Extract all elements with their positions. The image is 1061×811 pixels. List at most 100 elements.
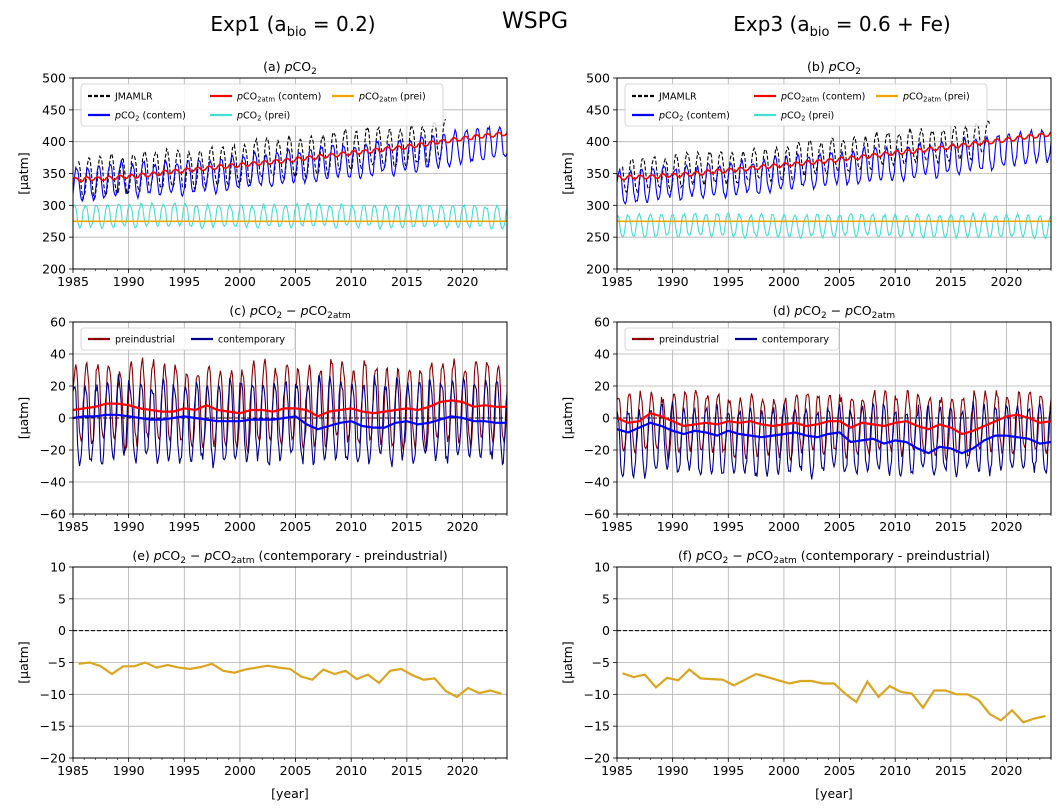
legend-label-pco2-prei-: pCO2 (prei) — [236, 111, 290, 123]
y-tick-label: 20 — [594, 379, 610, 394]
series-pco2atm-contem- — [73, 131, 507, 183]
x-tick-label: 2015 — [391, 274, 423, 289]
legend: JMAMLR pCO2 (contem) pCO2atm (contem) pCO2 … — [80, 83, 444, 127]
y-tick-label: 400 — [42, 134, 66, 149]
x-axis-label: [year] — [271, 786, 309, 801]
x-tick-label: 1985 — [57, 763, 89, 778]
y-tick-label: 300 — [42, 198, 66, 213]
y-tick-label: 350 — [586, 166, 610, 181]
legend-label-pco2atm-prei-: pCO2atm (prei) — [902, 92, 970, 104]
x-tick-label: 1990 — [657, 274, 689, 289]
axes-frame — [616, 566, 1052, 759]
y-tick-label: −20 — [584, 751, 610, 766]
panel-b: 1985 1990 1995 2000 2005 2010 2015 2020 200 250 30… — [560, 59, 1052, 289]
series-group — [78, 661, 502, 699]
y-tick-label: 10 — [594, 560, 610, 575]
x-axis-label: [year] — [815, 786, 853, 801]
series-contemporary — [73, 374, 507, 469]
panel-e: 1985 1990 1995 2000 2005 2010 2015 2020 −20 −15 −1… — [16, 548, 508, 801]
x-tick-label: 2015 — [935, 519, 967, 534]
legend-box — [624, 327, 840, 351]
x-tick-label: 1990 — [657, 519, 689, 534]
x-tick-label: 2005 — [824, 274, 856, 289]
x-tick-label: 2010 — [335, 763, 367, 778]
y-tick-label: −20 — [584, 443, 610, 458]
y-tick-label: 250 — [42, 230, 66, 245]
panel-c: 1985 1990 1995 2000 2005 2010 2015 2020 −60 −40 −2… — [16, 303, 508, 534]
y-tick-label: 20 — [50, 379, 66, 394]
y-tick-label: 300 — [586, 198, 610, 213]
legend-label-jmamlr: JMAMLR — [114, 92, 153, 103]
y-tick-label: 0 — [58, 411, 66, 426]
x-tick-label: 2015 — [935, 274, 967, 289]
legend-label-preindustrial: preindustrial — [115, 335, 175, 346]
y-tick-label: 5 — [58, 591, 66, 606]
legend-box — [80, 327, 296, 351]
series-contemporary-annual-mean — [617, 421, 1051, 455]
y-tick-label: −5 — [592, 655, 610, 670]
y-tick-label: 250 — [586, 230, 610, 245]
x-tick-label: 2020 — [447, 519, 479, 534]
x-tick-label: 1985 — [601, 763, 633, 778]
legend-box — [80, 83, 444, 127]
series-pco2-prei- — [73, 201, 507, 231]
series-preindustrial — [617, 389, 1051, 463]
series-preindustrial-annual-mean — [73, 399, 507, 418]
y-tick-label: 450 — [586, 102, 610, 117]
axes-frame — [72, 321, 508, 515]
y-tick-label: 450 — [42, 102, 66, 117]
x-tick-label: 1990 — [113, 274, 145, 289]
series-group — [617, 389, 1051, 480]
x-tick-label: 2020 — [447, 763, 479, 778]
series-pco2atm-contem- — [617, 131, 1051, 181]
y-tick-label: 200 — [42, 262, 66, 277]
x-tick-label: 2000 — [224, 763, 256, 778]
y-tick-label: 350 — [42, 166, 66, 181]
y-tick-label: 60 — [594, 315, 610, 330]
y-tick-label: 400 — [586, 134, 610, 149]
y-axis-label: [μatm] — [16, 152, 31, 194]
x-tick-label: 2005 — [280, 274, 312, 289]
x-tick-label: 1985 — [601, 519, 633, 534]
y-axis-label: [μatm] — [16, 641, 31, 683]
x-tick-label: 1990 — [657, 763, 689, 778]
series-preindustrial-annual-mean — [617, 411, 1051, 436]
y-tick-label: −10 — [40, 687, 66, 702]
legend-label-pco2atm-prei-: pCO2atm (prei) — [358, 92, 426, 104]
y-tick-label: −60 — [584, 507, 610, 522]
legend-label-pco2-prei-: pCO2 (prei) — [780, 111, 834, 123]
panel-a: 1985 1990 1995 2000 2005 2010 2015 2020 200 250 30… — [16, 59, 508, 289]
x-tick-label: 1985 — [601, 274, 633, 289]
x-tick-label: 2015 — [391, 519, 423, 534]
panel-title: (e) pCO2 − pCO2atm (contemporary - prein… — [132, 548, 447, 566]
series-contemporary — [617, 400, 1051, 480]
legend-label-contemporary: contemporary — [218, 335, 285, 346]
series-group — [622, 668, 1046, 724]
x-tick-label: 2015 — [935, 763, 967, 778]
x-tick-label: 2020 — [447, 274, 479, 289]
suptitle: WSPG — [502, 9, 568, 34]
legend-box — [624, 83, 988, 127]
x-tick-label: 2000 — [224, 274, 256, 289]
axes-frame — [72, 566, 508, 759]
y-tick-label: 60 — [50, 315, 66, 330]
y-tick-label: 40 — [594, 347, 610, 362]
series-contemporary-annual-mean — [73, 413, 507, 431]
y-tick-label: 500 — [42, 71, 66, 86]
axes-frame — [616, 77, 1052, 270]
legend-label-pco2-contem-: pCO2 (contem) — [658, 111, 730, 123]
x-tick-label: 2005 — [280, 519, 312, 534]
y-tick-label: 0 — [602, 623, 610, 638]
series-contemporary-preindustrial — [622, 668, 1046, 724]
x-tick-label: 2010 — [335, 274, 367, 289]
y-tick-label: 0 — [602, 411, 610, 426]
y-tick-label: 40 — [50, 347, 66, 362]
y-axis-label: [μatm] — [560, 152, 575, 194]
series-group — [73, 119, 507, 231]
y-tick-label: −15 — [40, 719, 66, 734]
column-title-left: Exp1 (abio = 0.2) — [210, 12, 375, 40]
panel-title: (c) pCO2 − pCO2atm — [229, 303, 350, 321]
x-tick-label: 2015 — [391, 763, 423, 778]
x-tick-label: 1995 — [168, 274, 200, 289]
x-tick-label: 1995 — [168, 763, 200, 778]
